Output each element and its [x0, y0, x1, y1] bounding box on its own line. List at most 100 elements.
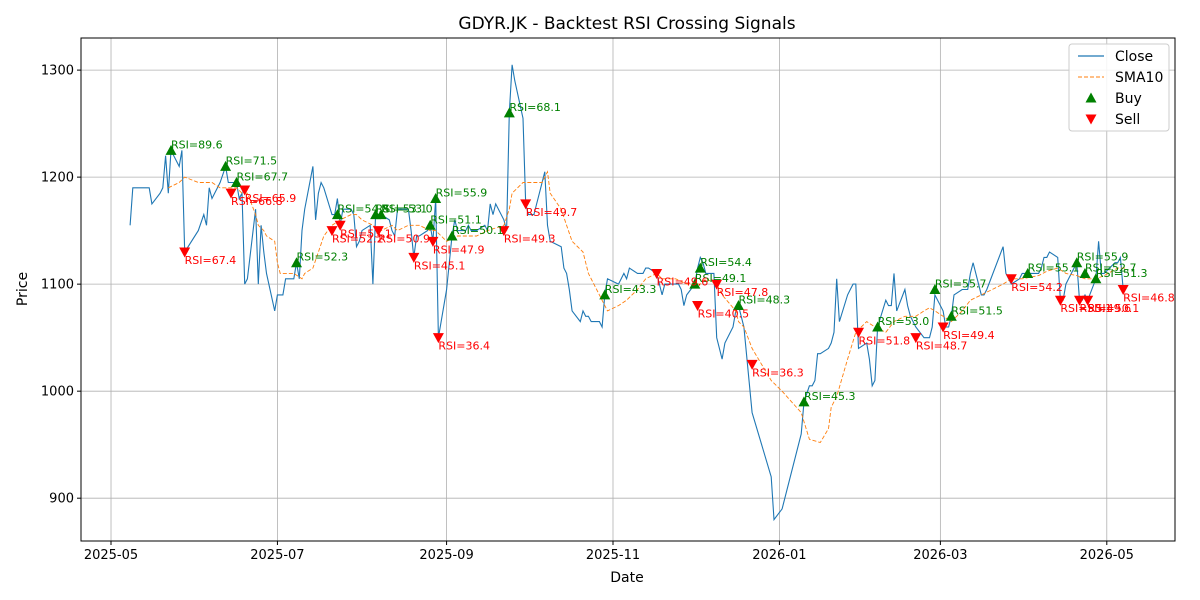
sell-marker	[910, 333, 922, 344]
legend: Close SMA10 Buy Sell	[1068, 43, 1170, 132]
sell-marker	[1117, 285, 1129, 295]
y-axis: 900 1000 1100 1200 1300	[41, 64, 81, 507]
buy-annotation: RSI=51.3	[1096, 267, 1148, 280]
buy-annotation: RSI=52.7	[1085, 261, 1137, 274]
buy-marker	[689, 278, 701, 289]
buy-annotation: RSI=51.1	[430, 213, 482, 226]
sell-annotation: RSI=54.2	[1011, 281, 1063, 294]
sell-annotation: RSI=65.9	[245, 192, 297, 205]
buy-marker	[1022, 267, 1034, 278]
legend-buy-swatch	[1085, 92, 1097, 103]
buy-annotation: RSI=89.6	[171, 138, 223, 151]
sell-annotation: RSI=50.1	[1088, 302, 1140, 315]
sell-annotation: RSI=53.1	[340, 227, 392, 240]
close-price-line	[129, 64, 1126, 522]
buy-annotation: RSI=53.1	[376, 203, 428, 216]
sell-marker	[853, 327, 865, 338]
y-tick-label: 1200	[41, 171, 74, 186]
gridlines	[81, 38, 1175, 541]
buy-marker	[798, 396, 810, 407]
buy-marker	[430, 193, 442, 204]
sell-annotation: RSI=36.4	[438, 340, 490, 353]
sell-marker	[408, 252, 420, 263]
sell-marker	[1005, 274, 1017, 285]
buy-annotation: RSI=43.3	[605, 283, 657, 296]
y-tick-label: 1100	[41, 278, 74, 293]
sell-annotation: RSI=66.8	[231, 195, 283, 208]
buy-annotation: RSI=54.4	[700, 256, 752, 269]
buy-annotation: RSI=55.9	[1077, 251, 1129, 264]
sell-annotation: RSI=49.6	[657, 275, 709, 288]
sell-annotation: RSI=46.8	[1123, 292, 1175, 305]
buy-marker	[231, 176, 243, 187]
x-tick-label: 2025-11	[586, 548, 640, 563]
x-tick-label: 2026-05	[1080, 548, 1134, 563]
buy-annotation: RSI=49.1	[695, 272, 747, 285]
sell-annotation: RSI=49.3	[504, 233, 556, 246]
x-axis-label: Date	[610, 570, 643, 586]
sell-marker	[1082, 295, 1094, 306]
buy-marker	[331, 209, 343, 220]
sell-annotation: RSI=52.2	[332, 233, 384, 246]
buy-annotation: RSI=53.0	[878, 315, 930, 328]
legend-label: Buy	[1115, 91, 1142, 107]
sell-annotation: RSI=49.4	[943, 329, 995, 342]
buy-marker	[872, 321, 884, 332]
sma10-line	[168, 170, 1126, 444]
sell-marker	[937, 322, 949, 333]
x-tick-label: 2026-01	[752, 548, 806, 563]
sell-marker	[1074, 295, 1086, 306]
sell-annotation: RSI=53.1	[1060, 302, 1112, 315]
buy-marker	[929, 284, 941, 294]
buy-annotation: RSI=67.7	[237, 170, 289, 183]
sell-marker	[334, 220, 346, 231]
sell-annotation: RSI=48.7	[916, 340, 968, 353]
sell-marker	[239, 185, 251, 196]
buy-marker	[503, 107, 515, 118]
y-tick-label: 1000	[41, 385, 74, 400]
buy-marker	[375, 209, 387, 220]
buy-annotation: RSI=53.0	[381, 203, 433, 216]
sell-annotation: RSI=47.9	[433, 243, 485, 256]
sell-annotation: RSI=47.8	[717, 286, 769, 299]
sell-marker	[651, 268, 663, 279]
sell-marker	[372, 226, 384, 237]
sell-marker	[326, 226, 338, 237]
sell-marker	[427, 236, 439, 247]
legend-frame	[1068, 43, 1170, 132]
sell-marker	[520, 199, 532, 210]
buy-annotation: RSI=48.3	[738, 294, 790, 307]
sell-annotation: RSI=45.1	[414, 259, 466, 272]
buy-marker	[424, 219, 436, 230]
series-layer	[129, 64, 1126, 522]
chart-title: GDYR.JK - Backtest RSI Crossing Signals	[458, 14, 795, 34]
sell-annotation: RSI=67.4	[185, 254, 237, 267]
buy-annotation: RSI=68.1	[509, 101, 561, 114]
sell-annotation: RSI=40.5	[698, 308, 750, 321]
buy-marker	[291, 257, 303, 268]
buy-marker	[732, 300, 744, 311]
x-tick-label: 2025-07	[250, 548, 304, 563]
y-tick-label: 900	[49, 492, 74, 507]
buy-marker	[1090, 273, 1102, 284]
sell-marker	[179, 247, 191, 258]
x-tick-label: 2025-05	[84, 548, 138, 563]
buy-annotation: RSI=51.5	[951, 304, 1003, 317]
sell-marker	[225, 188, 237, 199]
sell-annotation: RSI=50.9	[378, 233, 430, 246]
buy-annotation: RSI=52.3	[297, 251, 349, 264]
sell-marker	[711, 279, 723, 290]
y-tick-label: 1300	[41, 64, 74, 79]
buy-annotation: RSI=54.8	[337, 203, 389, 216]
legend-label: Close	[1115, 49, 1153, 65]
sell-marker	[692, 301, 704, 312]
signals-layer	[165, 107, 1129, 407]
x-axis: 2025-05 2025-07 2025-09 2025-11 2026-01 2026-…	[84, 541, 1134, 563]
buy-annotation: RSI=71.5	[226, 154, 278, 167]
buy-marker	[1079, 267, 1091, 278]
y-axis-label: Price	[15, 272, 31, 306]
